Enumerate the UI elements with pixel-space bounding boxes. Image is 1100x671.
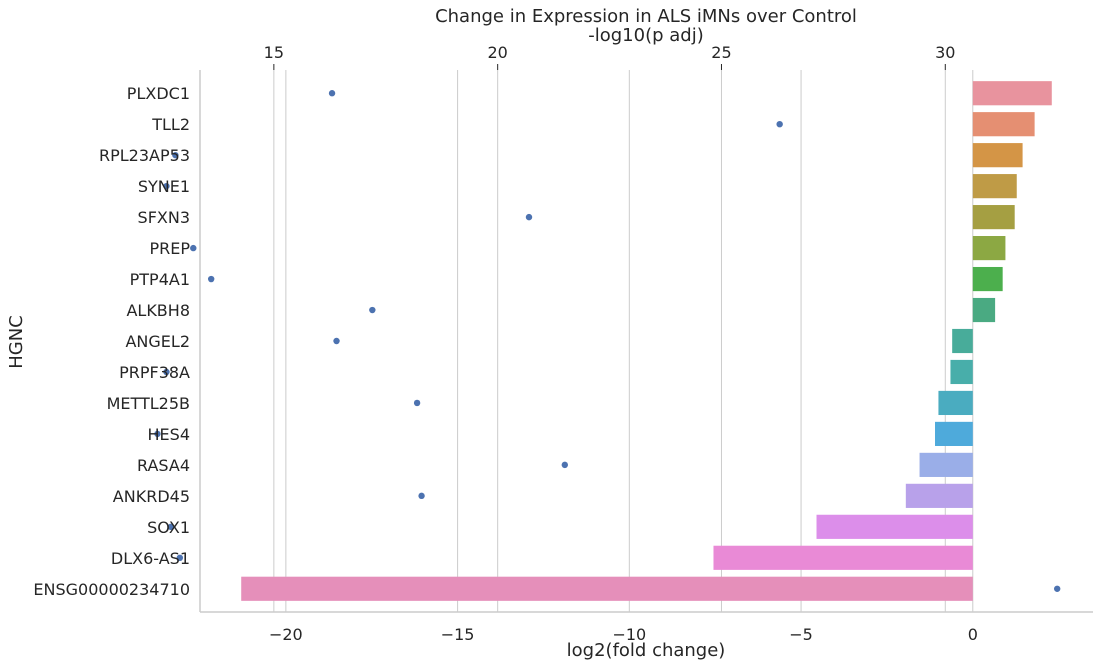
bar-mettl25b bbox=[938, 390, 973, 416]
top-tick-label: 15 bbox=[264, 43, 284, 62]
category-label: SOX1 bbox=[147, 518, 190, 537]
point-series bbox=[154, 90, 1061, 592]
bar-prpf38a bbox=[950, 359, 973, 385]
category-label: ALKBH8 bbox=[126, 301, 190, 320]
top-axis-title: -log10(p adj) bbox=[588, 25, 704, 46]
point-mettl25b bbox=[413, 399, 421, 407]
bar-rpl23ap53 bbox=[972, 143, 1023, 168]
bar-sox1 bbox=[816, 514, 973, 539]
chart-title: Change in Expression in ALS iMNs over Co… bbox=[435, 6, 857, 27]
category-label: DLX6-AS1 bbox=[111, 549, 190, 568]
bar-sfxn3 bbox=[972, 205, 1015, 230]
category-label: METTL25B bbox=[107, 394, 190, 413]
bottom-axis-ticks: −20 −15 −10 −5 0 bbox=[269, 625, 978, 644]
bar-hes4 bbox=[935, 421, 973, 446]
point-prep bbox=[190, 244, 197, 252]
point-tll2 bbox=[776, 121, 783, 128]
point-sox1 bbox=[167, 523, 175, 531]
point-syne1 bbox=[163, 182, 170, 190]
category-label: TLL2 bbox=[151, 115, 190, 134]
bar-ensg00000234710 bbox=[241, 576, 973, 601]
bar-rasa4 bbox=[919, 452, 973, 477]
x-tick-label: −20 bbox=[269, 625, 303, 644]
category-label: RPL23AP53 bbox=[99, 146, 190, 165]
bar-ptp4a1 bbox=[972, 266, 1003, 292]
point-rpl23ap53 bbox=[172, 151, 179, 159]
bar-prep bbox=[972, 236, 1006, 261]
bar-syne1 bbox=[972, 174, 1017, 199]
bar-angel2 bbox=[952, 328, 973, 354]
category-label: SYNE1 bbox=[138, 177, 190, 196]
top-tick-label: 20 bbox=[487, 43, 507, 62]
bar-plxdc1 bbox=[972, 81, 1052, 106]
category-label: PLXDC1 bbox=[127, 84, 190, 103]
top-axis-ticks: 15 20 25 30 bbox=[264, 43, 955, 70]
top-tick-label: 25 bbox=[711, 43, 731, 62]
y-axis-title: HGNC bbox=[6, 315, 27, 369]
point-ankrd45 bbox=[418, 492, 425, 500]
bar-alkbh8 bbox=[972, 297, 996, 323]
category-label: PREP bbox=[149, 239, 190, 258]
x-axis-title: log2(fold change) bbox=[567, 640, 726, 661]
bar-dlx6-as1 bbox=[713, 545, 973, 570]
x-tick-label: −5 bbox=[789, 625, 813, 644]
bar-tll2 bbox=[972, 112, 1035, 137]
point-plxdc1 bbox=[328, 90, 336, 97]
point-rasa4 bbox=[561, 461, 569, 469]
point-angel2 bbox=[333, 337, 340, 345]
point-sfxn3 bbox=[525, 213, 533, 221]
axes: −20 −15 −10 −5 0 15 20 25 30 PLXDC1 TLL2 RPL23AP5… bbox=[33, 43, 1093, 644]
category-labels: PLXDC1 TLL2 RPL23AP53 SYNE1 SFXN3 PREP PTP4A1 A… bbox=[33, 84, 190, 599]
point-ensg00000234710 bbox=[1053, 585, 1061, 592]
top-tick-label: 30 bbox=[935, 43, 955, 62]
x-tick-label: −15 bbox=[441, 625, 475, 644]
point-hes4 bbox=[154, 430, 161, 438]
bar-ankrd45 bbox=[905, 483, 973, 508]
x-tick-label: −10 bbox=[612, 625, 646, 644]
x-tick-label: 0 bbox=[968, 625, 978, 644]
category-label: PRPF38A bbox=[119, 363, 190, 382]
category-label: HES4 bbox=[148, 425, 190, 444]
category-label: PTP4A1 bbox=[130, 270, 190, 289]
point-ptp4a1 bbox=[207, 275, 215, 283]
point-alkbh8 bbox=[369, 306, 376, 314]
category-label: RASA4 bbox=[137, 456, 190, 475]
point-dlx6-as1 bbox=[176, 554, 184, 561]
category-label: ENSG00000234710 bbox=[33, 580, 190, 599]
category-label: SFXN3 bbox=[138, 208, 190, 227]
bar-series bbox=[241, 81, 1052, 601]
category-label: ANGEL2 bbox=[125, 332, 190, 351]
point-prpf38a bbox=[163, 368, 170, 376]
category-label: ANKRD45 bbox=[113, 487, 190, 506]
